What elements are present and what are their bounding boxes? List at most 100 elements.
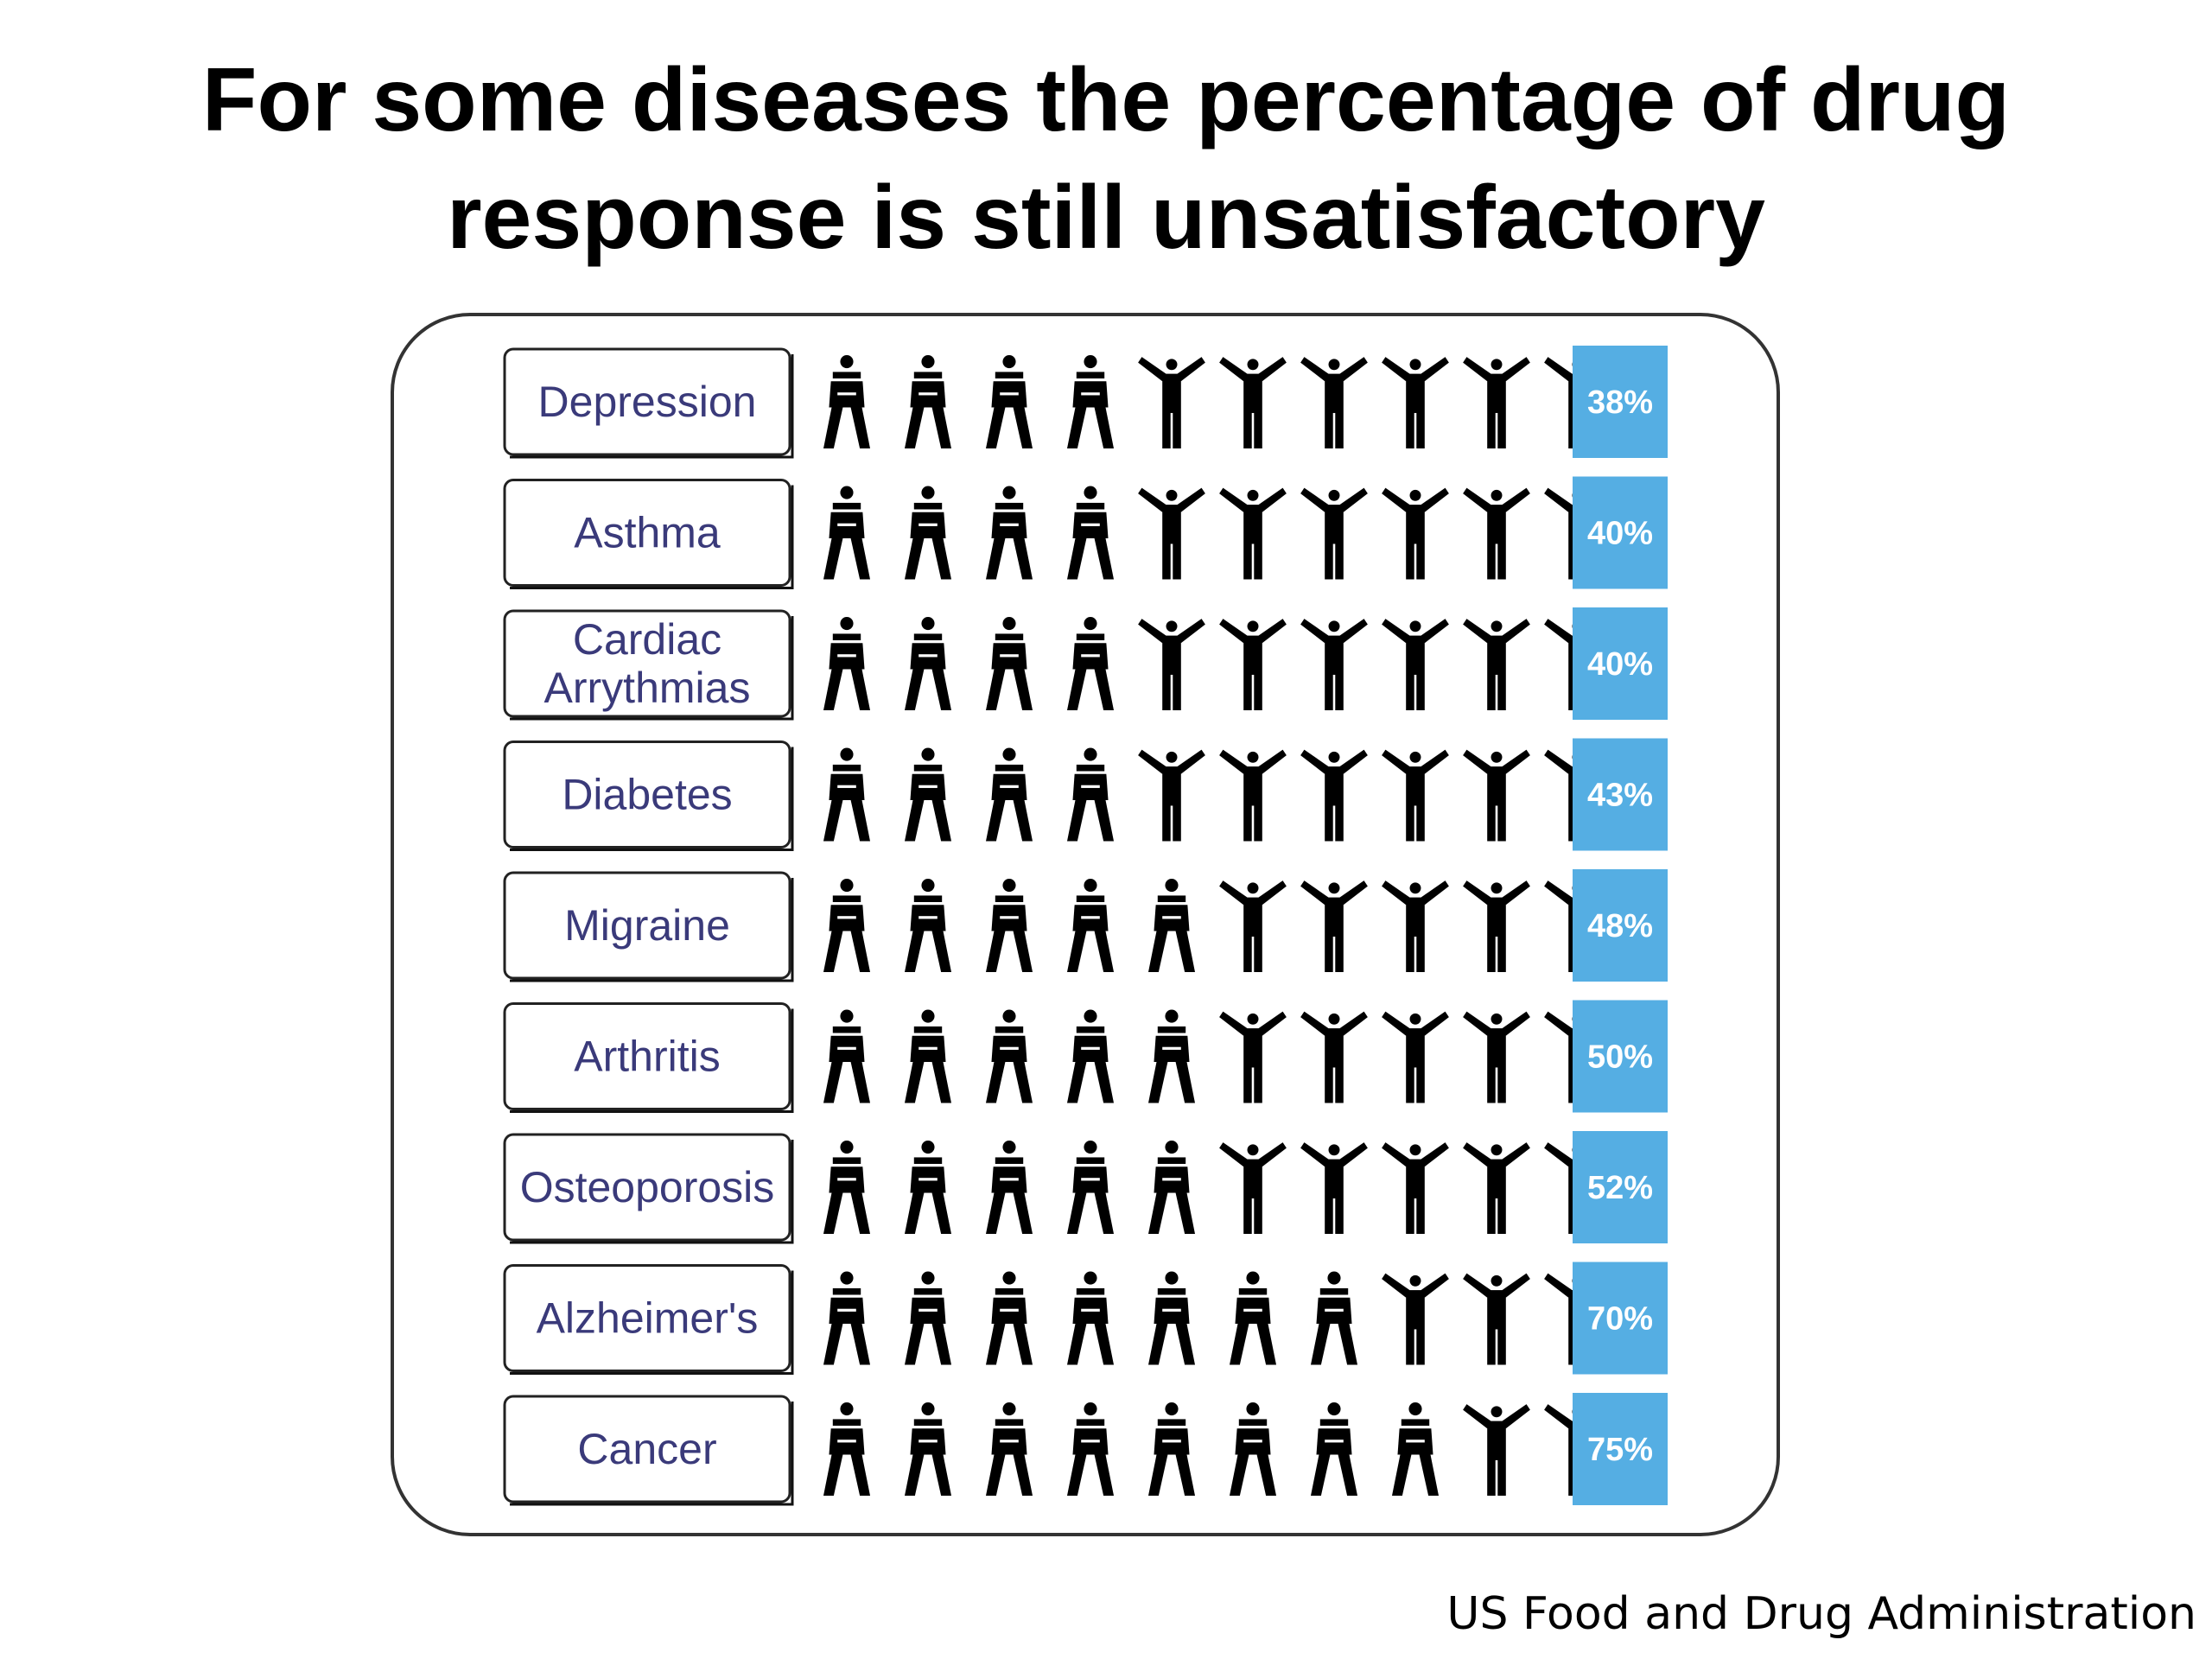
raised-arms-figure-icon	[1463, 1142, 1530, 1234]
down-figure-icon	[1148, 1271, 1195, 1365]
category-label: Alzheimer's	[537, 1294, 759, 1343]
raised-arms-figure-icon	[1463, 749, 1530, 842]
raised-arms-figure-icon	[1138, 357, 1205, 448]
raised-arms-figure-icon	[1300, 749, 1368, 842]
category-label: Diabetes	[562, 771, 732, 819]
chart-row: Diabetes 43%	[503, 738, 1668, 851]
raised-arms-figure-icon	[1219, 749, 1287, 842]
category-label-shadow	[510, 747, 794, 851]
down-figure-icon	[823, 1141, 870, 1234]
source-credit: US Food and Drug Administration	[1446, 1588, 2196, 1640]
slide-title: For some diseases the percentage of drug…	[0, 41, 2212, 276]
category-label-shadow	[510, 616, 794, 721]
down-figure-icon	[823, 879, 870, 972]
down-figure-icon	[1067, 1141, 1114, 1234]
raised-arms-figure-icon	[1300, 487, 1368, 580]
down-figure-icon	[1311, 1402, 1357, 1496]
title-line-2: response is still unsatisfactory	[447, 168, 1765, 268]
down-figure-icon	[905, 747, 951, 842]
category-label: Osteoporosis	[520, 1163, 775, 1211]
raised-arms-figure-icon	[1219, 357, 1287, 448]
category-label: Cancer	[577, 1425, 716, 1473]
down-figure-icon	[1230, 1402, 1276, 1496]
percentage-value: 40%	[1587, 646, 1653, 683]
category-label: Arthritis	[574, 1033, 720, 1081]
chart-row: Osteoporosis 52%	[503, 1131, 1668, 1244]
raised-arms-figure-icon	[1382, 1142, 1449, 1234]
raised-arms-figure-icon	[1219, 619, 1287, 710]
raised-arms-figure-icon	[1382, 487, 1449, 580]
down-figure-icon	[1148, 879, 1195, 972]
title-line-1: For some diseases the percentage of drug	[201, 50, 2011, 150]
down-figure-icon	[823, 617, 870, 710]
raised-arms-figure-icon	[1219, 880, 1287, 972]
percentage-value: 38%	[1587, 385, 1653, 421]
raised-arms-figure-icon	[1138, 749, 1205, 842]
percentage-value: 48%	[1587, 908, 1653, 944]
chart-row: Cancer 75%	[503, 1393, 1668, 1506]
raised-arms-figure-icon	[1138, 487, 1205, 580]
category-label-shadow	[510, 1402, 794, 1506]
down-figure-icon	[986, 1009, 1033, 1103]
category-label-shadow	[510, 354, 794, 459]
category-label: Migraine	[564, 901, 730, 950]
category-label-box	[503, 1133, 791, 1242]
down-figure-icon	[986, 1271, 1033, 1365]
category-label-box	[503, 1002, 791, 1110]
raised-arms-figure-icon	[1463, 487, 1530, 580]
chart-row: Migraine 48%	[503, 869, 1668, 982]
raised-arms-figure-icon	[1300, 880, 1368, 972]
down-figure-icon	[905, 355, 951, 448]
percentage-badge	[1573, 607, 1668, 720]
raised-arms-figure-icon	[1463, 1404, 1530, 1496]
percentage-value: 50%	[1587, 1039, 1653, 1076]
down-figure-icon	[1148, 1141, 1195, 1234]
down-figure-icon	[986, 747, 1033, 842]
raised-arms-figure-icon	[1219, 487, 1287, 580]
down-figure-icon	[823, 1271, 870, 1365]
down-figure-icon	[986, 617, 1033, 710]
category-label: Cardiac	[573, 615, 721, 664]
down-figure-icon	[823, 486, 870, 580]
down-figure-icon	[905, 1402, 951, 1496]
raised-arms-figure-icon	[1382, 1273, 1449, 1365]
category-label: Asthma	[574, 509, 721, 557]
down-figure-icon	[1311, 1271, 1357, 1365]
down-figure-icon	[1067, 1009, 1114, 1103]
category-label: Arrythmias	[544, 664, 751, 712]
chart-row: Depression 38%	[503, 346, 1668, 459]
down-figure-icon	[905, 1271, 951, 1365]
chart-row: Arthritis 50%	[503, 1000, 1668, 1113]
chart-row: Asthma 40%	[503, 476, 1668, 589]
raised-arms-figure-icon	[1382, 749, 1449, 842]
down-figure-icon	[1067, 1402, 1114, 1496]
percentage-value: 43%	[1587, 778, 1653, 814]
category-label: Depression	[538, 378, 757, 426]
percentage-badge	[1573, 738, 1668, 851]
down-figure-icon	[905, 1009, 951, 1103]
down-figure-icon	[823, 1402, 870, 1496]
down-figure-icon	[1392, 1402, 1439, 1496]
raised-arms-figure-icon	[1300, 1142, 1368, 1234]
category-label-box	[503, 741, 791, 849]
category-label-box	[503, 871, 791, 980]
percentage-badge	[1573, 346, 1668, 458]
down-figure-icon	[1067, 355, 1114, 448]
down-figure-icon	[986, 1141, 1033, 1234]
down-figure-icon	[986, 355, 1033, 448]
category-label-box	[503, 347, 791, 456]
chart-row: Alzheimer's 70%	[503, 1262, 1668, 1375]
raised-arms-figure-icon	[1463, 619, 1530, 710]
percentage-value: 40%	[1587, 516, 1653, 552]
raised-arms-figure-icon	[1382, 357, 1449, 448]
category-label-shadow	[510, 878, 794, 982]
down-figure-icon	[986, 879, 1033, 972]
category-label-box	[503, 1264, 791, 1372]
percentage-badge	[1573, 476, 1668, 589]
raised-arms-figure-icon	[1138, 619, 1205, 710]
down-figure-icon	[1230, 1271, 1276, 1365]
raised-arms-figure-icon	[1382, 880, 1449, 972]
down-figure-icon	[1067, 486, 1114, 580]
